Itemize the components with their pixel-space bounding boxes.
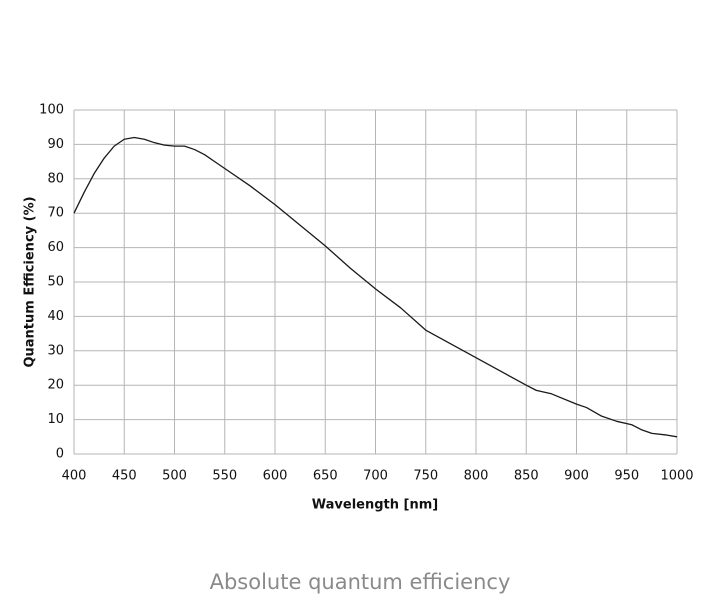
x-tick-label: 550 <box>212 469 237 484</box>
y-tick-label: 100 <box>39 103 64 118</box>
data-line <box>73 136 678 438</box>
x-axis-label: Wavelength [nm] <box>312 498 438 513</box>
x-tick-label: 650 <box>313 469 338 484</box>
y-tick-label: 30 <box>47 343 64 358</box>
y-tick-label: 90 <box>47 137 64 152</box>
y-tick-label: 60 <box>47 240 64 255</box>
x-tick-label: 500 <box>162 469 187 484</box>
x-tick-label: 450 <box>112 469 137 484</box>
x-tick-label: 700 <box>363 469 388 484</box>
y-axis-label: Quantum Efficiency (%) <box>23 196 38 367</box>
x-tick-label: 750 <box>413 469 438 484</box>
y-tick-label: 80 <box>47 171 64 186</box>
x-tick-label: 600 <box>263 469 288 484</box>
y-tick-label: 10 <box>47 412 64 427</box>
y-tick-label: 40 <box>47 309 64 324</box>
y-tick-label: 50 <box>47 275 64 290</box>
y-tick-label: 70 <box>47 206 64 221</box>
x-tick-label: 400 <box>62 469 87 484</box>
y-tick-label: 20 <box>47 378 64 393</box>
x-tick-label: 900 <box>564 469 589 484</box>
x-tick-label: 850 <box>514 469 539 484</box>
y-tick-label: 0 <box>56 447 64 462</box>
x-tick-label: 800 <box>464 469 489 484</box>
chart-title: Absolute quantum efficiency <box>210 570 511 594</box>
x-tick-label: 950 <box>614 469 639 484</box>
x-tick-label: 1000 <box>660 469 693 484</box>
